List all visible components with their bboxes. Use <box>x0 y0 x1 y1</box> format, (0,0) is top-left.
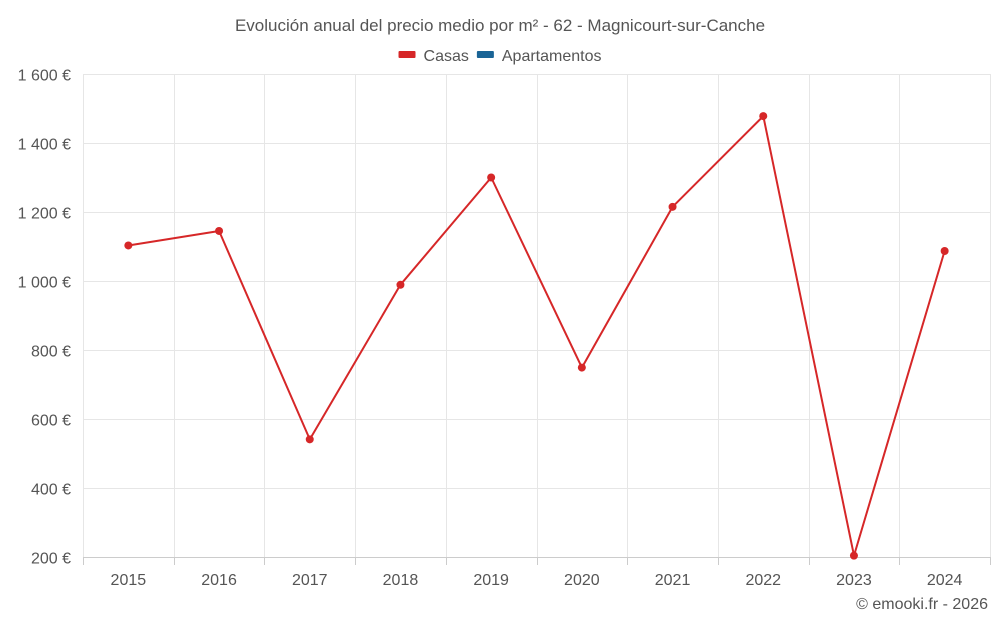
legend-label-apartamentos: Apartamentos <box>502 48 602 65</box>
y-tick-label: 1 400 € <box>18 137 71 154</box>
x-tick-label: 2022 <box>745 572 781 589</box>
y-tick-label: 400 € <box>31 482 71 499</box>
x-tick-label: 2018 <box>383 572 419 589</box>
data-point-casas-2023 <box>849 551 858 560</box>
credit-text: © emooki.fr - 2026 <box>856 596 988 613</box>
x-tick-label: 2023 <box>836 572 872 589</box>
y-tick-label: 1 000 € <box>18 275 71 292</box>
data-point-casas-2021 <box>668 202 677 211</box>
x-tick-label: 2021 <box>655 572 691 589</box>
y-tick-label: 800 € <box>31 344 71 361</box>
y-tick-label: 600 € <box>31 413 71 430</box>
vertical-gridlines <box>83 74 991 557</box>
x-axis-ticks: 2015 2016 2017 2018 2019 2020 2021 2022 2023 2024 <box>83 557 991 589</box>
data-point-casas-2020 <box>577 363 586 372</box>
legend-swatch-apartamentos <box>476 51 494 58</box>
x-tick-label: 2020 <box>564 572 600 589</box>
x-tick-label: 2016 <box>201 572 237 589</box>
x-tick-label: 2015 <box>111 572 147 589</box>
y-axis-ticks: 200 € 400 € 600 € 800 € 1 000 € 1 200 € 1 400 … <box>18 68 71 568</box>
series-layer <box>124 112 949 560</box>
data-point-casas-2016 <box>215 226 224 235</box>
data-point-casas-2022 <box>759 112 768 121</box>
chart-title: Evolución anual del precio medio por m² … <box>235 16 765 35</box>
x-tick-label: 2024 <box>927 572 963 589</box>
data-point-casas-2018 <box>396 280 405 289</box>
x-tick-label: 2019 <box>473 572 509 589</box>
y-tick-label: 1 600 € <box>18 68 71 85</box>
y-tick-label: 200 € <box>31 551 71 568</box>
data-point-casas-2019 <box>487 173 496 182</box>
data-point-casas-2024 <box>940 246 949 255</box>
legend-swatch-casas <box>398 51 416 58</box>
y-tick-label: 1 200 € <box>18 206 71 223</box>
data-point-casas-2017 <box>305 435 314 444</box>
horizontal-gridlines <box>83 74 990 558</box>
series-line-casas <box>128 115 946 557</box>
x-tick-label: 2017 <box>292 572 328 589</box>
legend: Casas Apartamentos <box>398 48 602 65</box>
data-point-casas-2015 <box>124 241 133 250</box>
legend-label-casas: Casas <box>424 48 469 65</box>
